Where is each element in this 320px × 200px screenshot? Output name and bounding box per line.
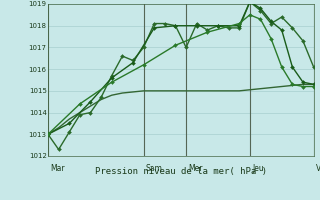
Text: Jeu: Jeu (252, 164, 264, 173)
Text: Mar: Mar (50, 164, 65, 173)
Text: Sam: Sam (146, 164, 163, 173)
Text: Mer: Mer (188, 164, 203, 173)
X-axis label: Pression niveau de la mer( hPa ): Pression niveau de la mer( hPa ) (95, 167, 267, 176)
Text: Ven: Ven (316, 164, 320, 173)
